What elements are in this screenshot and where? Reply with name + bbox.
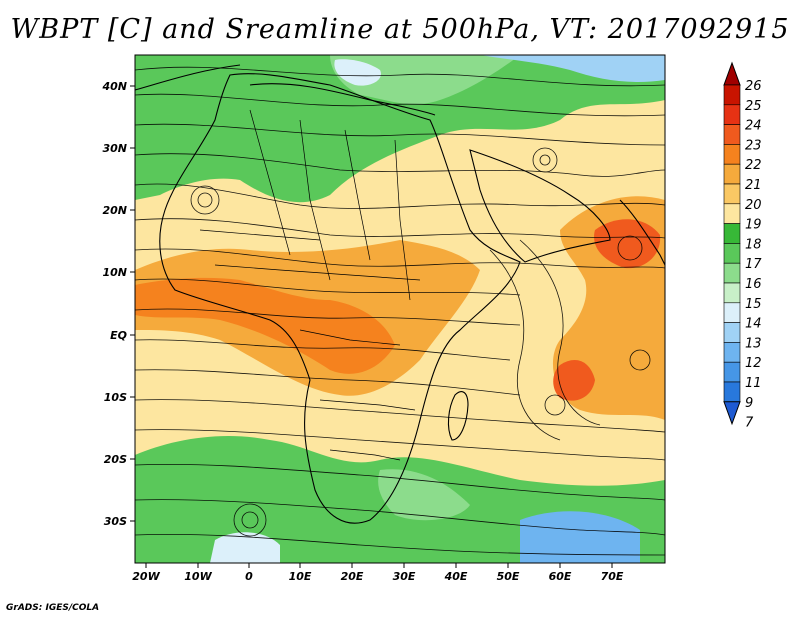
colorbar-label: 23 [745,138,762,153]
colorbar-label: 11 [745,376,762,391]
colorbar-label: 15 [745,297,762,312]
colorbar-label: 17 [745,257,762,272]
lon-label: 20W [132,570,160,583]
colorbar-label: 25 [745,99,762,114]
colorbar-swatch [723,144,741,165]
india-coastline [619,199,665,266]
borders [199,109,421,461]
wbpt-orange-core-west [135,277,395,374]
colorbar-swatch [723,322,741,343]
colorbar-label: 9 [745,396,753,411]
lon-label: 10E [289,570,312,583]
colorbar-label: 26 [745,79,762,94]
colorbar-label: 20 [745,198,762,213]
colorbar-swatch [723,342,741,363]
madagascar-coastline [447,391,469,441]
wbpt-red-east [594,219,661,269]
lat-label: EQ [110,329,127,342]
colorbar-label: 13 [745,336,762,351]
colorbar-swatch [723,104,741,125]
lon-label: 60E [549,570,572,583]
lon-label: 0 [245,570,253,583]
colorbar-swatch [723,302,741,323]
wbpt-north-paleblue [334,59,381,86]
colorbar-swatch [723,203,741,224]
colorbar-swatch [723,243,741,264]
lat-label: 20N [102,204,127,217]
wbpt-south-paleblue [210,532,280,563]
lat-label: 10N [102,266,127,279]
lon-label: 50E [497,570,520,583]
colorbar-label: 16 [745,277,762,292]
colorbar-swatch [723,361,741,383]
colorbar-label: 24 [745,119,762,134]
colorbar-top-arrow [723,61,741,86]
wbpt-red-east-south [553,360,595,401]
lon-label: 30E [393,570,416,583]
lon-ticks [145,563,613,568]
arabia-coastline [469,149,611,263]
europe-coastline [135,64,241,91]
wbpt-north-green [135,55,665,203]
lat-labels: 40N 30N 20N 10N EQ 10S 20S 30S [101,80,127,528]
lon-label: 40E [444,570,468,583]
wbpt-south-lightgreen [378,469,470,521]
wbpt-north-lightgreen [330,55,520,105]
colorbar-swatch [723,282,741,304]
map-title: WBPT [C] and Sreamline at 500hPa, VT: 20… [10,14,790,45]
colorbar-label: 18 [745,237,762,252]
lon-labels: 20W 10W 0 10E 20E 30E 40E 50E 60E 70E [132,570,624,583]
lon-label: 20E [341,570,364,583]
colorbar-label: 12 [745,356,762,371]
lat-label: 20S [104,453,127,466]
lat-ticks [130,85,135,522]
lon-label: 70E [601,570,624,583]
lat-label: 10S [104,391,127,404]
colorbar-label: 19 [745,218,762,233]
colorbar-swatch [723,381,741,403]
colorbar-label: 14 [745,317,762,332]
wbpt-south-blue [520,511,640,563]
colorbar-label: 7 [745,416,754,431]
colorbar-label: 21 [745,178,762,193]
grads-credit: GrADS: IGES/COLA [6,603,100,613]
colorbar-swatch [723,163,741,185]
wbpt-north-blue [480,55,665,82]
colorbar-swatch [723,223,741,244]
streamlines [135,66,665,556]
colorbar-swatch [723,183,741,205]
map-frame [134,54,666,564]
map-area [135,55,665,563]
lat-label: 30N [102,142,127,155]
lat-label: 40N [101,80,127,93]
colorbar: 26 25 24 23 22 21 20 19 18 17 16 15 14 13 12 11 9 7 [723,61,762,431]
lat-label: 30S [104,515,127,528]
colorbar-bottom-arrow [723,401,741,426]
coastlines [135,64,665,524]
colorbar-swatch [723,124,741,145]
mediterranean-coastline [249,83,436,116]
africa-coastline [159,73,521,524]
lon-label: 10W [184,570,212,583]
colorbar-swatch [723,262,741,284]
colorbar-label: 22 [745,158,762,173]
colorbar-swatch [723,84,741,106]
